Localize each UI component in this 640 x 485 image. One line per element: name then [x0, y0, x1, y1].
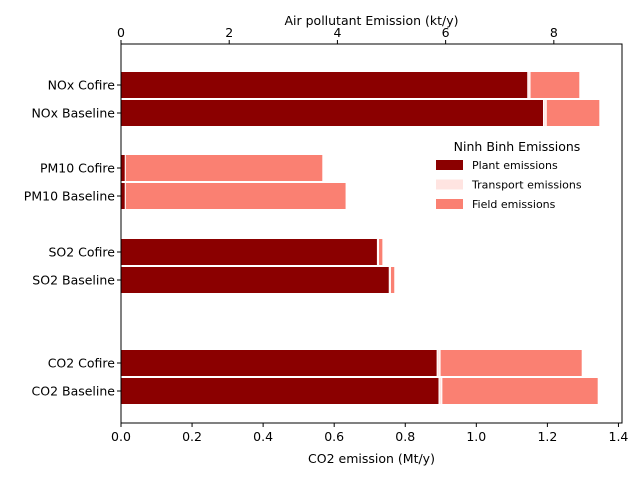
x2-tick-label: 0 [117, 25, 125, 40]
legend-swatch-plant-emissions [436, 160, 463, 170]
y-tick-label: NOx Baseline [31, 106, 115, 121]
bar-nox-baseline-plant-emissions [120, 99, 545, 127]
x-tick-label: 0.8 [395, 429, 415, 444]
legend-title: Ninh Binh Emissions [454, 139, 581, 154]
plot-frame [120, 43, 623, 424]
legend-label-transport-emissions: Transport emissions [471, 179, 582, 192]
bar-nox-baseline-field-emissions [545, 99, 601, 127]
x2-tick-label: 8 [550, 25, 558, 40]
bar-co2-baseline-plant-emissions [120, 377, 440, 405]
legend-label-plant-emissions: Plant emissions [472, 159, 558, 172]
bar-pm10-cofire-field-emissions [124, 154, 324, 182]
bar-so2-cofire-field-emissions [378, 238, 384, 266]
bar-pm10-cofire-plant-emissions [120, 154, 126, 182]
top-axis-ticks: 0 2 4 6 8 [117, 25, 558, 44]
bar-co2-baseline-field-emissions [441, 377, 599, 405]
x-tick-label: 0.4 [253, 429, 273, 444]
x2-tick-label: 4 [333, 25, 341, 40]
bar-nox-cofire-plant-emissions [120, 71, 529, 99]
x-axis-label: CO2 emission (Mt/y) [308, 451, 435, 466]
bar-co2-cofire-field-emissions [439, 349, 583, 377]
x-tick-label: 0.2 [182, 429, 202, 444]
x2-tick-label: 6 [442, 25, 450, 40]
bar-co2-cofire-plant-emissions [120, 349, 438, 377]
bar-pm10-baseline-field-emissions [124, 182, 347, 210]
x-tick-label: 0.0 [111, 429, 131, 444]
x-tick-label: 0.6 [324, 429, 344, 444]
y-tick-label: PM10 Cofire [40, 161, 115, 176]
y-tick-label: CO2 Baseline [32, 384, 116, 399]
bottom-axis-ticks: 0.0 0.2 0.4 0.6 0.8 1.0 1.2 1.4 [111, 423, 628, 444]
bar-pm10-baseline-plant-emissions [120, 182, 126, 210]
y-tick-label: CO2 Cofire [48, 356, 116, 371]
legend: Ninh Binh Emissions Plant emissions Trans… [436, 139, 582, 211]
y-tick-label: SO2 Baseline [32, 273, 115, 288]
x-tick-label: 1.2 [537, 429, 557, 444]
bar-so2-cofire-plant-emissions [120, 238, 378, 266]
legend-swatch-field-emissions [436, 199, 463, 209]
y-tick-label: PM10 Baseline [24, 189, 116, 204]
category-labels: NOx Cofire NOx Baseline PM10 Cofire PM10 Ba… [24, 78, 121, 399]
y-tick-label: SO2 Cofire [48, 245, 115, 260]
legend-label-field-emissions: Field emissions [472, 198, 556, 211]
bar-so2-baseline-field-emissions [389, 266, 396, 294]
x-tick-label: 1.4 [609, 429, 629, 444]
y-tick-label: NOx Cofire [48, 78, 116, 93]
bar-so2-baseline-plant-emissions [120, 266, 390, 294]
bars-group [120, 71, 601, 405]
top-axis-label: Air pollutant Emission (kt/y) [284, 13, 458, 28]
x2-tick-label: 2 [225, 25, 233, 40]
x-tick-label: 1.0 [466, 429, 486, 444]
bar-nox-cofire-field-emissions [529, 71, 581, 99]
legend-swatch-transport-emissions [436, 179, 463, 190]
